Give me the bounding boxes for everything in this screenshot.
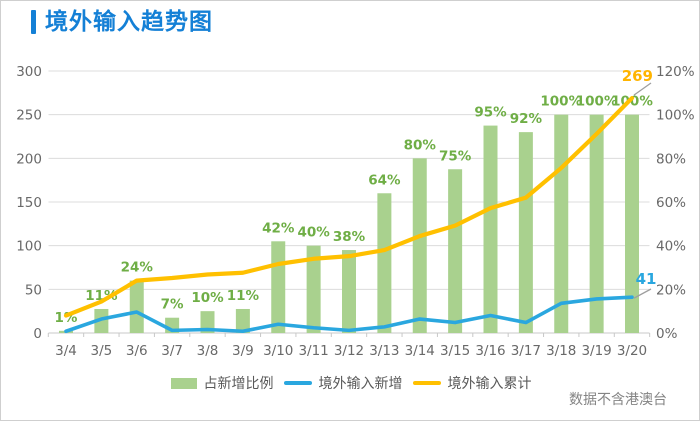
legend-item-bar-share: 占新增比例 xyxy=(170,373,274,393)
x-axis-tick: 3/18 xyxy=(546,343,576,359)
legend-label: 占新增比例 xyxy=(203,376,274,392)
bar xyxy=(448,169,463,333)
left-axis-tick: 0 xyxy=(33,326,42,342)
left-axis-tick: 250 xyxy=(16,108,42,124)
legend-item-new-imports: 境外输入新增 xyxy=(283,373,403,393)
x-axis-tick: 3/9 xyxy=(232,343,254,359)
bar xyxy=(377,193,392,333)
legend-label: 境外输入累计 xyxy=(447,376,532,392)
x-axis-tick: 3/19 xyxy=(581,343,611,359)
bar xyxy=(554,114,569,334)
left-axis-tick: 50 xyxy=(25,282,42,298)
legend-item-cumulative-imports: 境外输入累计 xyxy=(412,373,532,393)
x-axis-tick: 3/6 xyxy=(126,343,148,359)
bar xyxy=(129,280,144,333)
bar-label: 11% xyxy=(85,288,118,304)
bar xyxy=(94,308,109,333)
leader-line-cumulative xyxy=(633,82,652,96)
x-axis-tick: 3/16 xyxy=(475,343,505,359)
bar xyxy=(518,132,533,333)
bar xyxy=(589,114,604,334)
chart-header: 境外输入趋势图 xyxy=(31,10,213,34)
x-axis-tick: 3/12 xyxy=(334,343,364,359)
x-axis-tick: 3/5 xyxy=(91,343,113,359)
right-axis-tick: 80% xyxy=(656,151,686,167)
right-axis-tick: 40% xyxy=(656,239,686,255)
bar-label: 100% xyxy=(540,94,582,110)
x-axis-tick: 3/20 xyxy=(617,343,647,359)
page-title: 境外输入趋势图 xyxy=(45,8,213,35)
x-axis-tick: 3/4 xyxy=(55,343,77,359)
bar-label: 11% xyxy=(227,288,260,304)
legend-swatch-blue-line xyxy=(283,381,312,385)
trend-chart: 1%11%24%7% 10% 11%42% 40% 38%64%80%75%95% 92%… xyxy=(16,64,695,359)
bar-label: 92% xyxy=(510,111,543,127)
bar-label: 10% xyxy=(191,290,224,306)
x-axis-tick: 3/7 xyxy=(161,343,183,359)
legend-swatch-bar xyxy=(170,377,197,389)
bar xyxy=(235,308,250,333)
leader-line-new xyxy=(633,288,652,299)
data-note: 数据不含港澳台 xyxy=(569,392,667,408)
legend-swatch-yellow-line xyxy=(412,381,441,385)
right-axis-tick: 60% xyxy=(656,195,686,211)
x-axis-tick: 3/14 xyxy=(405,343,435,359)
bar xyxy=(483,125,498,333)
end-label-cumulative: 269 xyxy=(622,67,653,85)
bar-label: 75% xyxy=(439,148,472,164)
x-axis-tick: 3/17 xyxy=(511,343,541,359)
bar xyxy=(342,250,356,333)
legend-label: 境外输入新增 xyxy=(318,376,403,392)
bar-label: 95% xyxy=(474,105,507,121)
bar-series-share-of-new: 1%11%24%7% 10% 11%42% 40% 38%64%80%75%95% 92%… xyxy=(55,94,653,334)
left-axis-tick: 100 xyxy=(16,239,42,255)
bar xyxy=(200,311,215,333)
left-axis-tick: 200 xyxy=(16,151,42,167)
x-axis-labels: 3/4 3/5 3/6 3/7 3/8 3/9 3/10 3/11 3/12 3/13 3/14 3/… xyxy=(55,343,647,359)
bar-label: 7% xyxy=(161,297,184,313)
x-axis-tick: 3/8 xyxy=(197,343,219,359)
new-imports-line xyxy=(64,295,634,334)
x-axis-tick: 3/15 xyxy=(440,343,470,359)
chart-legend: 占新增比例 境外输入新增 境外输入累计 xyxy=(1,373,699,393)
x-axis-tick: 3/13 xyxy=(369,343,399,359)
bar xyxy=(271,241,286,333)
right-axis-tick: 100% xyxy=(656,108,695,124)
right-axis-labels: 0% 20% 40% 60% 80% 100% 120% xyxy=(656,64,695,342)
x-axis-tick: 3/10 xyxy=(263,343,293,359)
title-accent-bar xyxy=(31,10,36,34)
bar-label: 38% xyxy=(333,229,366,245)
bar-label: 64% xyxy=(368,172,401,188)
right-axis-tick: 0% xyxy=(656,326,678,342)
x-axis-tick: 3/11 xyxy=(298,343,328,359)
end-label-new: 41 xyxy=(636,270,657,288)
bar-label: 40% xyxy=(297,225,330,241)
bar-label: 42% xyxy=(262,220,295,236)
cumulative-imports-line xyxy=(63,95,635,318)
left-axis-tick: 300 xyxy=(16,64,42,80)
bar-label: 24% xyxy=(121,260,154,276)
left-axis-labels: 0 50 100 150 200 250 300 xyxy=(16,64,42,342)
right-axis-tick: 20% xyxy=(656,282,686,298)
bar-label: 100% xyxy=(576,94,618,110)
bar xyxy=(625,114,639,334)
x-axis xyxy=(47,332,651,337)
bar xyxy=(412,158,427,333)
bar-label: 80% xyxy=(404,137,437,153)
left-axis-tick: 150 xyxy=(16,195,42,211)
bar xyxy=(306,245,321,333)
right-axis-tick: 120% xyxy=(656,64,695,80)
